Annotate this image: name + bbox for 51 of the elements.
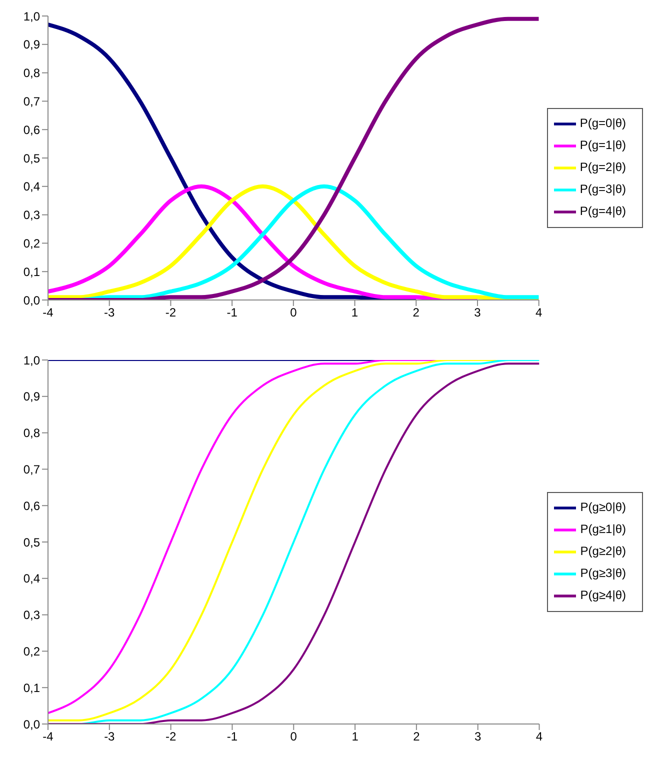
x-tick-label: 2 — [413, 730, 420, 744]
legend-label: P(g=0|θ) — [580, 116, 626, 130]
y-tick-label: 0,2 — [23, 644, 40, 658]
x-tick-label: -4 — [42, 306, 54, 320]
y-tick-label: 0,8 — [23, 66, 40, 80]
y-tick-label: 0,4 — [23, 572, 40, 586]
y-tick-label: 1,0 — [23, 353, 40, 368]
legend-label: P(g≥0|θ) — [580, 500, 626, 514]
y-tick-label: 0,0 — [23, 293, 40, 308]
y-tick-label: 0,9 — [23, 38, 40, 52]
line-series — [48, 22, 418, 300]
x-tick-label: -3 — [104, 306, 116, 320]
legend-label: P(g=1|θ) — [580, 138, 626, 152]
y-tick-label: 0,0 — [23, 717, 40, 732]
x-tick-label: -2 — [165, 730, 176, 744]
x-tick-label: 3 — [474, 306, 482, 320]
x-tick-label: 2 — [412, 306, 420, 320]
x-tick-label: 4 — [536, 730, 543, 744]
x-tick-label: 4 — [536, 306, 542, 320]
y-tick-label: 0,1 — [23, 264, 40, 279]
x-tick-label: -3 — [104, 730, 116, 744]
y-tick-label: 0,8 — [23, 426, 40, 440]
x-tick-label: 1 — [351, 306, 358, 320]
legend-label: P(g≥1|θ) — [580, 522, 626, 536]
legend-label: P(g=2|θ) — [580, 160, 626, 174]
y-tick-label: 0,2 — [23, 236, 40, 250]
legend-label: P(g=3|θ) — [580, 182, 626, 196]
legend-label: P(g≥4|θ) — [580, 588, 626, 602]
y-tick-label: 0,3 — [23, 208, 40, 222]
y-tick-label: 0,5 — [23, 151, 40, 166]
y-tick-label: 0,6 — [23, 122, 40, 137]
x-tick-label: -1 — [226, 306, 238, 320]
legend-label: P(g=4|θ) — [580, 204, 626, 218]
x-tick-label: 3 — [474, 730, 482, 744]
legend-label: P(g≥3|θ) — [580, 566, 626, 580]
x-tick-label: -2 — [165, 306, 176, 320]
y-tick-label: 0,7 — [23, 94, 40, 108]
y-tick-label: 1,0 — [23, 9, 40, 24]
y-tick-label: 0,7 — [23, 462, 40, 476]
x-tick-label: 0 — [290, 306, 298, 320]
y-tick-label: 0,1 — [23, 680, 40, 695]
y-tick-label: 0,4 — [23, 180, 40, 194]
y-tick-label: 0,3 — [23, 608, 40, 622]
y-tick-label: 0,9 — [23, 390, 40, 404]
x-tick-label: -4 — [42, 730, 54, 744]
legend-label: P(g≥2|θ) — [580, 544, 626, 558]
x-tick-label: 1 — [352, 730, 359, 744]
x-tick-label: 0 — [290, 730, 298, 744]
y-tick-label: 0,5 — [23, 535, 40, 550]
x-tick-label: -1 — [226, 730, 238, 744]
y-tick-label: 0,6 — [23, 498, 40, 513]
